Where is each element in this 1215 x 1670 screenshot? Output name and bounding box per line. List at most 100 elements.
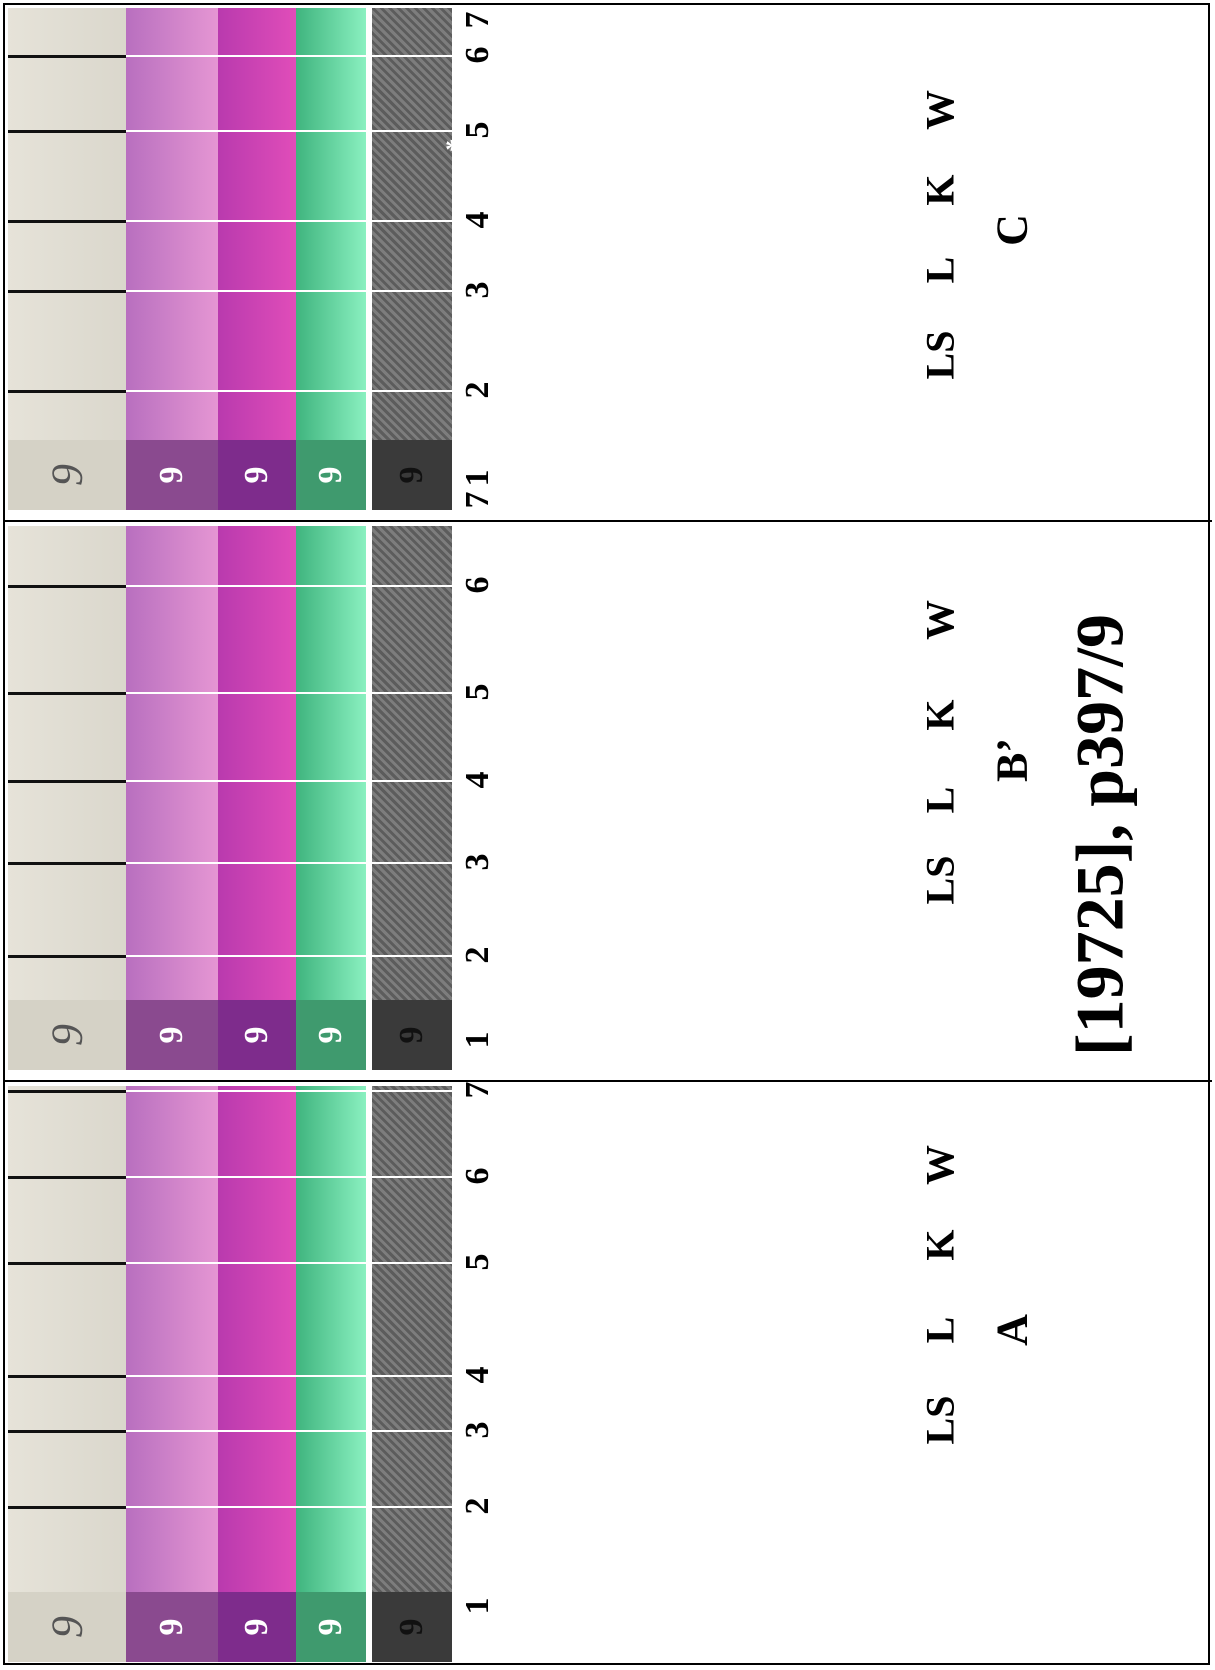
lane-label-l: L: [917, 256, 963, 284]
origin-mark: 9: [42, 1024, 92, 1046]
band-boundary-6: [8, 1176, 126, 1179]
band-boundary-2: [372, 1506, 452, 1508]
band-number-5: 5: [459, 121, 496, 139]
band-boundary-4: [296, 1375, 366, 1377]
band-boundary-2: [8, 955, 126, 958]
band-boundary-7: [8, 1090, 126, 1093]
origin-mark: 9: [312, 1026, 349, 1044]
band-number-6: 6: [459, 1167, 496, 1185]
band-number-5: 5: [459, 683, 496, 701]
origin-mark: 9: [393, 1026, 430, 1044]
band-number-3: 3: [459, 1421, 496, 1439]
figure-title: [19725], p397/9: [1061, 614, 1138, 1056]
lane-label-ls: LS: [917, 330, 963, 380]
band-boundary-5: [372, 130, 452, 132]
lane-paper-strip: 9: [8, 526, 126, 1070]
band-boundary-3: [8, 1430, 126, 1433]
lane-ls-strip: 9: [126, 526, 218, 1070]
band-boundary-6: [296, 1176, 366, 1178]
origin-zone: 9: [372, 1592, 452, 1662]
lane-label-k: K: [917, 174, 963, 206]
band-boundary-6: [218, 1176, 296, 1178]
panel-divider-top: [5, 520, 1212, 522]
lane-label-w: W: [917, 1145, 963, 1185]
lane-k-strip: 9: [296, 1086, 366, 1662]
band-boundary-2: [296, 1506, 366, 1508]
origin-zone: 9: [8, 1592, 126, 1662]
band-boundary-6: [218, 585, 296, 587]
band-boundary-3: [372, 290, 452, 292]
band-boundary-6: [218, 55, 296, 57]
band-boundary-5: [126, 1262, 218, 1264]
origin-mark: 9: [393, 466, 430, 484]
panel-divider-bottom: [5, 1080, 1212, 1082]
band-boundary-4: [8, 220, 126, 223]
band-boundary-3: [296, 862, 366, 864]
band-number-4: 4: [459, 1366, 496, 1384]
lane-paper-strip: 9: [8, 8, 126, 510]
annotation-asterisk: *: [445, 135, 459, 166]
band-boundary-6: [126, 1176, 218, 1178]
band-boundary-4: [126, 780, 218, 782]
band-boundary-4: [8, 1375, 126, 1378]
origin-mark: 9: [42, 464, 92, 486]
origin-mark: 9: [312, 466, 349, 484]
origin-mark: 9: [238, 1026, 275, 1044]
band-number-3: 3: [459, 281, 496, 299]
band-number-3: 3: [459, 853, 496, 871]
band-boundary-2: [126, 955, 218, 957]
band-boundary-4: [372, 220, 452, 222]
origin-mark: 9: [42, 1616, 92, 1638]
band-boundary-3: [218, 290, 296, 292]
band-number-4: 4: [459, 211, 496, 229]
band-boundary-2: [296, 390, 366, 392]
origin-zone: 9: [126, 1000, 218, 1070]
band-boundary-6: [296, 55, 366, 57]
origin-zone: 9: [8, 1000, 126, 1070]
lane-ls-strip: 9: [126, 8, 218, 510]
band-boundary-2: [218, 390, 296, 392]
band-number-2: 2: [459, 381, 496, 399]
band-boundary-5: [372, 1262, 452, 1264]
band-boundary-2: [218, 955, 296, 957]
band-boundary-3: [296, 1430, 366, 1432]
band-boundary-4: [218, 1375, 296, 1377]
lane-ls-strip: 9: [126, 1086, 218, 1662]
band-boundary-5: [372, 692, 452, 694]
band-boundary-6: [372, 585, 452, 587]
lane-k-strip: 9: [296, 8, 366, 510]
lane-label-w: W: [917, 600, 963, 640]
origin-zone: 9: [126, 1592, 218, 1662]
band-boundary-7: [296, 1090, 366, 1092]
origin-mark: 9: [238, 466, 275, 484]
panel-label: C: [987, 214, 1037, 246]
band-boundary-5: [296, 692, 366, 694]
origin-zone: 9: [8, 440, 126, 510]
band-boundary-3: [126, 290, 218, 292]
band-boundary-3: [296, 290, 366, 292]
band-boundary-6: [126, 55, 218, 57]
band-boundary-3: [218, 1430, 296, 1432]
band-boundary-4: [218, 220, 296, 222]
origin-mark: 9: [312, 1618, 349, 1636]
band-boundary-5: [8, 1262, 126, 1265]
lane-w-strip: 9: [372, 8, 452, 510]
band-boundary-4: [296, 780, 366, 782]
band-number-7: 7: [459, 11, 496, 29]
origin-zone: 9: [296, 1592, 366, 1662]
band-boundary-2: [126, 1506, 218, 1508]
band-boundary-4: [126, 220, 218, 222]
band-number-1: 1: [459, 1031, 496, 1049]
band-boundary-6: [372, 55, 452, 57]
origin-zone: 9: [372, 1000, 452, 1070]
band-boundary-6: [8, 55, 126, 58]
band-boundary-2: [8, 390, 126, 393]
origin-zone: 9: [218, 1592, 296, 1662]
band-boundary-5: [8, 130, 126, 133]
lane-label-l: L: [917, 786, 963, 814]
band-boundary-5: [296, 130, 366, 132]
band-number-6: 6: [459, 46, 496, 64]
origin-zone: 9: [296, 440, 366, 510]
band-boundary-4: [8, 780, 126, 783]
band-boundary-5: [126, 130, 218, 132]
